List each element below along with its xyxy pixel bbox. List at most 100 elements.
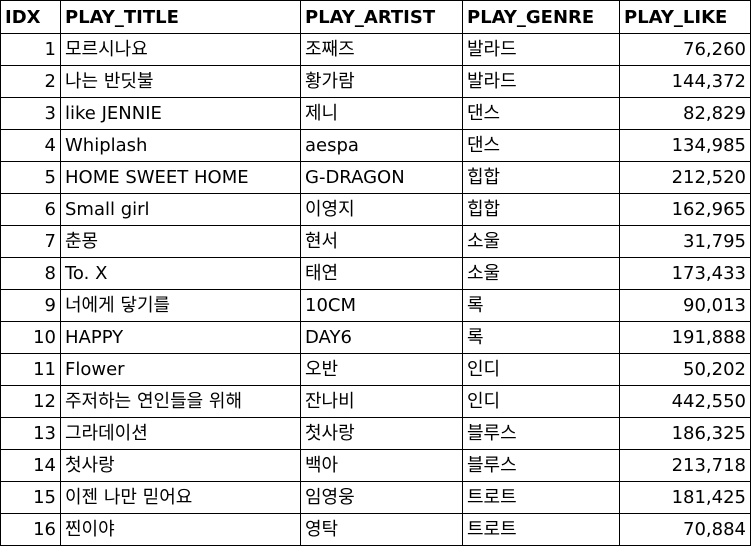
cell-play-title[interactable]: 모르시나요 <box>60 33 301 66</box>
column-header-play-like[interactable]: PLAY_LIKE <box>619 0 751 34</box>
cell-play-artist[interactable]: 제니 <box>300 97 463 130</box>
cell-idx[interactable]: 5 <box>0 161 61 194</box>
cell-play-title[interactable]: 이젠 나만 믿어요 <box>60 481 301 514</box>
column-header-play-artist[interactable]: PLAY_ARTIST <box>300 0 463 34</box>
cell-play-title[interactable]: 나는 반딧불 <box>60 65 301 98</box>
cell-play-artist[interactable]: 첫사랑 <box>300 417 463 450</box>
table-row[interactable]: 14 첫사랑 백아 블루스 213,718 <box>0 449 751 482</box>
cell-play-genre[interactable]: 블루스 <box>462 417 620 450</box>
cell-play-genre[interactable]: 록 <box>462 321 620 354</box>
cell-play-artist[interactable]: 영탁 <box>300 513 463 546</box>
cell-play-artist[interactable]: 이영지 <box>300 193 463 226</box>
cell-play-title[interactable]: 춘몽 <box>60 225 301 258</box>
cell-play-artist[interactable]: 황가람 <box>300 65 463 98</box>
table-row[interactable]: 4 Whiplash aespa 댄스 134,985 <box>0 129 751 162</box>
cell-play-title[interactable]: 찐이야 <box>60 513 301 546</box>
cell-play-like[interactable]: 82,829 <box>619 97 751 130</box>
table-row[interactable]: 7 춘몽 현서 소울 31,795 <box>0 225 751 258</box>
cell-play-title[interactable]: 그라데이션 <box>60 417 301 450</box>
cell-play-like[interactable]: 442,550 <box>619 385 751 418</box>
table-row[interactable]: 3 like JENNIE 제니 댄스 82,829 <box>0 97 751 130</box>
cell-play-artist[interactable]: G-DRAGON <box>300 161 463 194</box>
cell-play-like[interactable]: 144,372 <box>619 65 751 98</box>
cell-play-artist[interactable]: aespa <box>300 129 463 162</box>
table-row[interactable]: 1 모르시나요 조째즈 발라드 76,260 <box>0 33 751 66</box>
cell-play-artist[interactable]: 현서 <box>300 225 463 258</box>
cell-play-genre[interactable]: 힙합 <box>462 161 620 194</box>
table-row[interactable]: 5 HOME SWEET HOME G-DRAGON 힙합 212,520 <box>0 161 751 194</box>
table-row[interactable]: 8 To. X 태연 소울 173,433 <box>0 257 751 290</box>
cell-play-title[interactable]: HAPPY <box>60 321 301 354</box>
cell-play-artist[interactable]: 오반 <box>300 353 463 386</box>
cell-idx[interactable]: 14 <box>0 449 61 482</box>
cell-idx[interactable]: 12 <box>0 385 61 418</box>
cell-play-title[interactable]: Whiplash <box>60 129 301 162</box>
cell-play-genre[interactable]: 댄스 <box>462 97 620 130</box>
cell-play-artist[interactable]: 조째즈 <box>300 33 463 66</box>
cell-play-like[interactable]: 90,013 <box>619 289 751 322</box>
cell-idx[interactable]: 15 <box>0 481 61 514</box>
table-row[interactable]: 2 나는 반딧불 황가람 발라드 144,372 <box>0 65 751 98</box>
cell-idx[interactable]: 4 <box>0 129 61 162</box>
cell-idx[interactable]: 16 <box>0 513 61 546</box>
table-row[interactable]: 12 주저하는 연인들을 위해 잔나비 인디 442,550 <box>0 385 751 418</box>
cell-play-like[interactable]: 191,888 <box>619 321 751 354</box>
column-header-play-title[interactable]: PLAY_TITLE <box>60 0 301 34</box>
table-row[interactable]: 9 너에게 닿기를 10CM 록 90,013 <box>0 289 751 322</box>
cell-play-like[interactable]: 31,795 <box>619 225 751 258</box>
cell-play-artist[interactable]: 태연 <box>300 257 463 290</box>
cell-play-genre[interactable]: 발라드 <box>462 33 620 66</box>
cell-play-artist[interactable]: 임영웅 <box>300 481 463 514</box>
cell-play-like[interactable]: 134,985 <box>619 129 751 162</box>
cell-idx[interactable]: 7 <box>0 225 61 258</box>
cell-play-like[interactable]: 50,202 <box>619 353 751 386</box>
table-row[interactable]: 16 찐이야 영탁 트로트 70,884 <box>0 513 751 546</box>
cell-play-genre[interactable]: 트로트 <box>462 513 620 546</box>
table-row[interactable]: 15 이젠 나만 믿어요 임영웅 트로트 181,425 <box>0 481 751 514</box>
table-row[interactable]: 6 Small girl 이영지 힙합 162,965 <box>0 193 751 226</box>
cell-play-title[interactable]: HOME SWEET HOME <box>60 161 301 194</box>
cell-play-genre[interactable]: 록 <box>462 289 620 322</box>
cell-play-title[interactable]: like JENNIE <box>60 97 301 130</box>
cell-play-like[interactable]: 70,884 <box>619 513 751 546</box>
cell-play-like[interactable]: 181,425 <box>619 481 751 514</box>
cell-play-like[interactable]: 162,965 <box>619 193 751 226</box>
cell-play-title[interactable]: 너에게 닿기를 <box>60 289 301 322</box>
cell-play-title[interactable]: 첫사랑 <box>60 449 301 482</box>
cell-play-genre[interactable]: 블루스 <box>462 449 620 482</box>
cell-play-genre[interactable]: 인디 <box>462 353 620 386</box>
cell-idx[interactable]: 11 <box>0 353 61 386</box>
cell-idx[interactable]: 8 <box>0 257 61 290</box>
cell-play-title[interactable]: 주저하는 연인들을 위해 <box>60 385 301 418</box>
cell-play-like[interactable]: 213,718 <box>619 449 751 482</box>
cell-play-genre[interactable]: 트로트 <box>462 481 620 514</box>
cell-idx[interactable]: 13 <box>0 417 61 450</box>
cell-play-like[interactable]: 186,325 <box>619 417 751 450</box>
cell-idx[interactable]: 6 <box>0 193 61 226</box>
cell-play-like[interactable]: 76,260 <box>619 33 751 66</box>
cell-idx[interactable]: 9 <box>0 289 61 322</box>
column-header-idx[interactable]: IDX <box>0 0 61 34</box>
cell-play-genre[interactable]: 소울 <box>462 257 620 290</box>
cell-play-genre[interactable]: 댄스 <box>462 129 620 162</box>
cell-idx[interactable]: 10 <box>0 321 61 354</box>
cell-idx[interactable]: 1 <box>0 33 61 66</box>
cell-play-title[interactable]: Small girl <box>60 193 301 226</box>
cell-play-genre[interactable]: 인디 <box>462 385 620 418</box>
cell-play-like[interactable]: 212,520 <box>619 161 751 194</box>
cell-play-genre[interactable]: 힙합 <box>462 193 620 226</box>
cell-play-title[interactable]: Flower <box>60 353 301 386</box>
table-row[interactable]: 11 Flower 오반 인디 50,202 <box>0 353 751 386</box>
cell-play-artist[interactable]: 잔나비 <box>300 385 463 418</box>
table-row[interactable]: 13 그라데이션 첫사랑 블루스 186,325 <box>0 417 751 450</box>
cell-play-artist[interactable]: 10CM <box>300 289 463 322</box>
cell-play-like[interactable]: 173,433 <box>619 257 751 290</box>
cell-play-genre[interactable]: 발라드 <box>462 65 620 98</box>
table-row[interactable]: 10 HAPPY DAY6 록 191,888 <box>0 321 751 354</box>
column-header-play-genre[interactable]: PLAY_GENRE <box>462 0 620 34</box>
cell-idx[interactable]: 2 <box>0 65 61 98</box>
cell-play-artist[interactable]: DAY6 <box>300 321 463 354</box>
cell-idx[interactable]: 3 <box>0 97 61 130</box>
cell-play-artist[interactable]: 백아 <box>300 449 463 482</box>
cell-play-title[interactable]: To. X <box>60 257 301 290</box>
